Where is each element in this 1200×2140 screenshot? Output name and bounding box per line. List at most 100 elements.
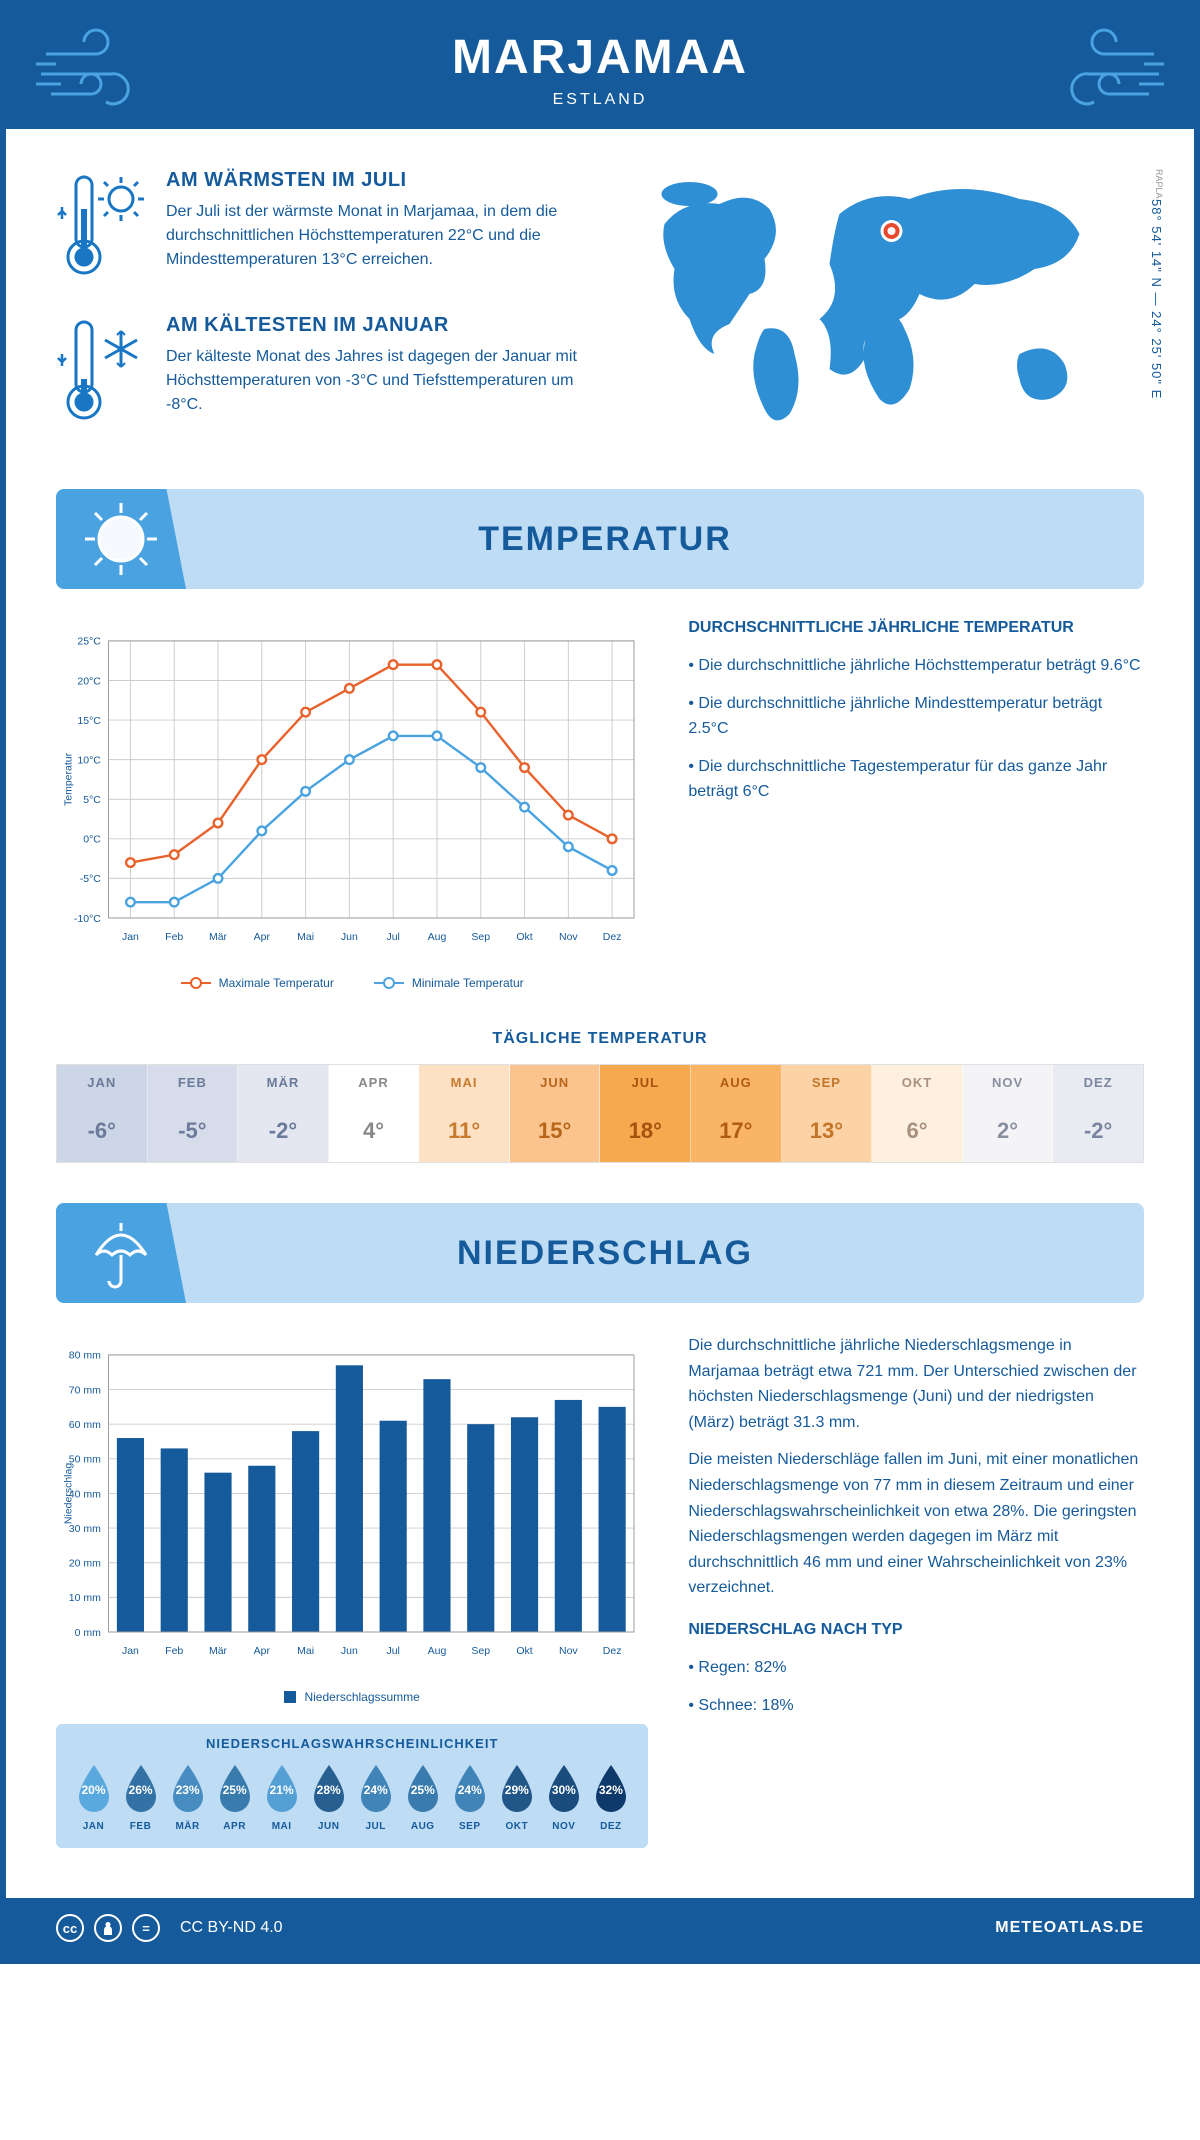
svg-text:Jan: Jan: [122, 931, 139, 943]
footer: cc = CC BY-ND 4.0 METEOATLAS.DE: [6, 1898, 1194, 1958]
world-map: [615, 169, 1144, 429]
warmest-title: AM WÄRMSTEN IM JULI: [166, 169, 585, 192]
infographic-frame: MARJAMAA ESTLAND: [0, 0, 1200, 1964]
svg-text:Jul: Jul: [386, 931, 399, 943]
precipitation-banner: NIEDERSCHLAG: [56, 1203, 1144, 1303]
svg-text:Aug: Aug: [428, 1645, 447, 1657]
coldest-text: Der kälteste Monat des Jahres ist dagege…: [166, 345, 585, 417]
wind-icon-right: [1054, 24, 1164, 119]
country-subtitle: ESTLAND: [6, 91, 1194, 109]
month-cell: SEP 13°: [782, 1065, 873, 1162]
precip-p1: Die durchschnittliche jährliche Niedersc…: [688, 1333, 1144, 1435]
thermometer-snow-icon: [56, 314, 146, 429]
prob-drop: 30%NOV: [542, 1763, 585, 1832]
coldest-fact: AM KÄLTESTEN IM JANUAR Der kälteste Mona…: [56, 314, 585, 429]
prob-drop: 28%JUN: [307, 1763, 350, 1832]
prob-drop: 25%APR: [213, 1763, 256, 1832]
svg-text:15°C: 15°C: [77, 715, 101, 727]
warmest-text: Der Juli ist der wärmste Monat in Marjam…: [166, 200, 585, 272]
month-cell: MÄR -2°: [238, 1065, 329, 1162]
svg-text:Okt: Okt: [516, 1645, 532, 1657]
svg-text:Mär: Mär: [209, 1645, 228, 1657]
location-title: MARJAMAA: [6, 30, 1194, 85]
prob-drop: 24%JUL: [354, 1763, 397, 1832]
svg-text:0 mm: 0 mm: [75, 1627, 102, 1639]
daily-temp-title: TÄGLICHE TEMPERATUR: [56, 1030, 1144, 1048]
prob-drop: 25%AUG: [401, 1763, 444, 1832]
prob-drop: 23%MÄR: [166, 1763, 209, 1832]
region-label: RAPLA: [1154, 169, 1164, 199]
precipitation-probability-box: NIEDERSCHLAGSWAHRSCHEINLICHKEIT 20%JAN26…: [56, 1724, 648, 1848]
temperature-line-chart: -10°C-5°C0°C5°C10°C15°C20°C25°CJanFebMär…: [56, 619, 648, 990]
svg-text:20°C: 20°C: [77, 675, 101, 687]
temp-bullet: Die durchschnittliche Tagestemperatur fü…: [688, 754, 1144, 805]
daily-temp-strip: JAN -6°FEB -5°MÄR -2°APR 4°MAI 11°JUN 15…: [56, 1064, 1144, 1163]
svg-text:Nov: Nov: [559, 931, 578, 943]
temp-chart-legend: .legend-line[style*="e8622c"]::after{bor…: [56, 976, 648, 990]
month-cell: JUL 18°: [600, 1065, 691, 1162]
prob-drop: 26%FEB: [119, 1763, 162, 1832]
month-cell: NOV 2°: [963, 1065, 1054, 1162]
nd-icon: =: [132, 1914, 160, 1942]
svg-text:Dez: Dez: [603, 1645, 622, 1657]
svg-text:Aug: Aug: [428, 931, 447, 943]
month-cell: DEZ -2°: [1053, 1065, 1143, 1162]
month-cell: AUG 17°: [691, 1065, 782, 1162]
svg-text:20 mm: 20 mm: [69, 1558, 101, 1570]
svg-text:Sep: Sep: [471, 931, 490, 943]
svg-text:80 mm: 80 mm: [69, 1350, 101, 1362]
svg-text:Feb: Feb: [165, 931, 183, 943]
svg-text:Dez: Dez: [603, 931, 622, 943]
svg-text:Temperatur: Temperatur: [62, 752, 74, 806]
svg-text:Jan: Jan: [122, 1645, 139, 1657]
prob-drop: 21%MAI: [260, 1763, 303, 1832]
prob-drop: 32%DEZ: [589, 1763, 632, 1832]
svg-text:25°C: 25°C: [77, 636, 101, 648]
svg-text:Apr: Apr: [254, 931, 271, 943]
temp-summary-title: DURCHSCHNITTLICHE JÄHRLICHE TEMPERATUR: [688, 619, 1144, 637]
header: MARJAMAA ESTLAND: [6, 6, 1194, 129]
temperature-banner: TEMPERATUR: [56, 489, 1144, 589]
month-cell: JUN 15°: [510, 1065, 601, 1162]
svg-text:Sep: Sep: [471, 1645, 490, 1657]
month-cell: JAN -6°: [57, 1065, 148, 1162]
svg-text:Mai: Mai: [297, 1645, 314, 1657]
prob-drop: 29%OKT: [495, 1763, 538, 1832]
svg-text:Jun: Jun: [341, 1645, 358, 1657]
month-cell: APR 4°: [329, 1065, 420, 1162]
coldest-title: AM KÄLTESTEN IM JANUAR: [166, 314, 585, 337]
cc-icon: cc: [56, 1914, 84, 1942]
coordinates: 58° 54' 14" N — 24° 25' 50" E: [1149, 199, 1164, 399]
svg-text:-5°C: -5°C: [80, 873, 102, 885]
prob-drop: 24%SEP: [448, 1763, 491, 1832]
temp-bullet: Die durchschnittliche jährliche Mindestt…: [688, 691, 1144, 742]
svg-text:Jul: Jul: [386, 1645, 399, 1657]
precipitation-summary: Die durchschnittliche jährliche Niedersc…: [688, 1333, 1144, 1848]
svg-text:Feb: Feb: [165, 1645, 183, 1657]
temperature-heading: TEMPERATUR: [186, 520, 1144, 559]
svg-text:Niederschlag: Niederschlag: [62, 1463, 74, 1524]
svg-text:Nov: Nov: [559, 1645, 578, 1657]
svg-text:70 mm: 70 mm: [69, 1384, 101, 1396]
svg-text:Mai: Mai: [297, 931, 314, 943]
svg-text:Apr: Apr: [254, 1645, 271, 1657]
license-text: CC BY-ND 4.0: [180, 1919, 283, 1937]
month-cell: OKT 6°: [872, 1065, 963, 1162]
prob-drop: 20%JAN: [72, 1763, 115, 1832]
svg-text:60 mm: 60 mm: [69, 1419, 101, 1431]
license-block: cc = CC BY-ND 4.0: [56, 1914, 283, 1942]
svg-text:5°C: 5°C: [83, 794, 101, 806]
month-cell: MAI 11°: [419, 1065, 510, 1162]
svg-text:Okt: Okt: [516, 931, 532, 943]
svg-text:-10°C: -10°C: [74, 913, 101, 925]
warmest-fact: AM WÄRMSTEN IM JULI Der Juli ist der wär…: [56, 169, 585, 284]
sun-icon: [56, 489, 186, 589]
svg-text:10 mm: 10 mm: [69, 1592, 101, 1604]
temp-bullet: Die durchschnittliche jährliche Höchstte…: [688, 653, 1144, 679]
wind-icon-left: [36, 24, 146, 119]
temperature-summary: DURCHSCHNITTLICHE JÄHRLICHE TEMPERATUR D…: [688, 619, 1144, 990]
svg-text:0°C: 0°C: [83, 834, 101, 846]
umbrella-icon: [56, 1203, 186, 1303]
svg-text:Jun: Jun: [341, 931, 358, 943]
precip-chart-legend: Niederschlagssumme: [56, 1690, 648, 1704]
